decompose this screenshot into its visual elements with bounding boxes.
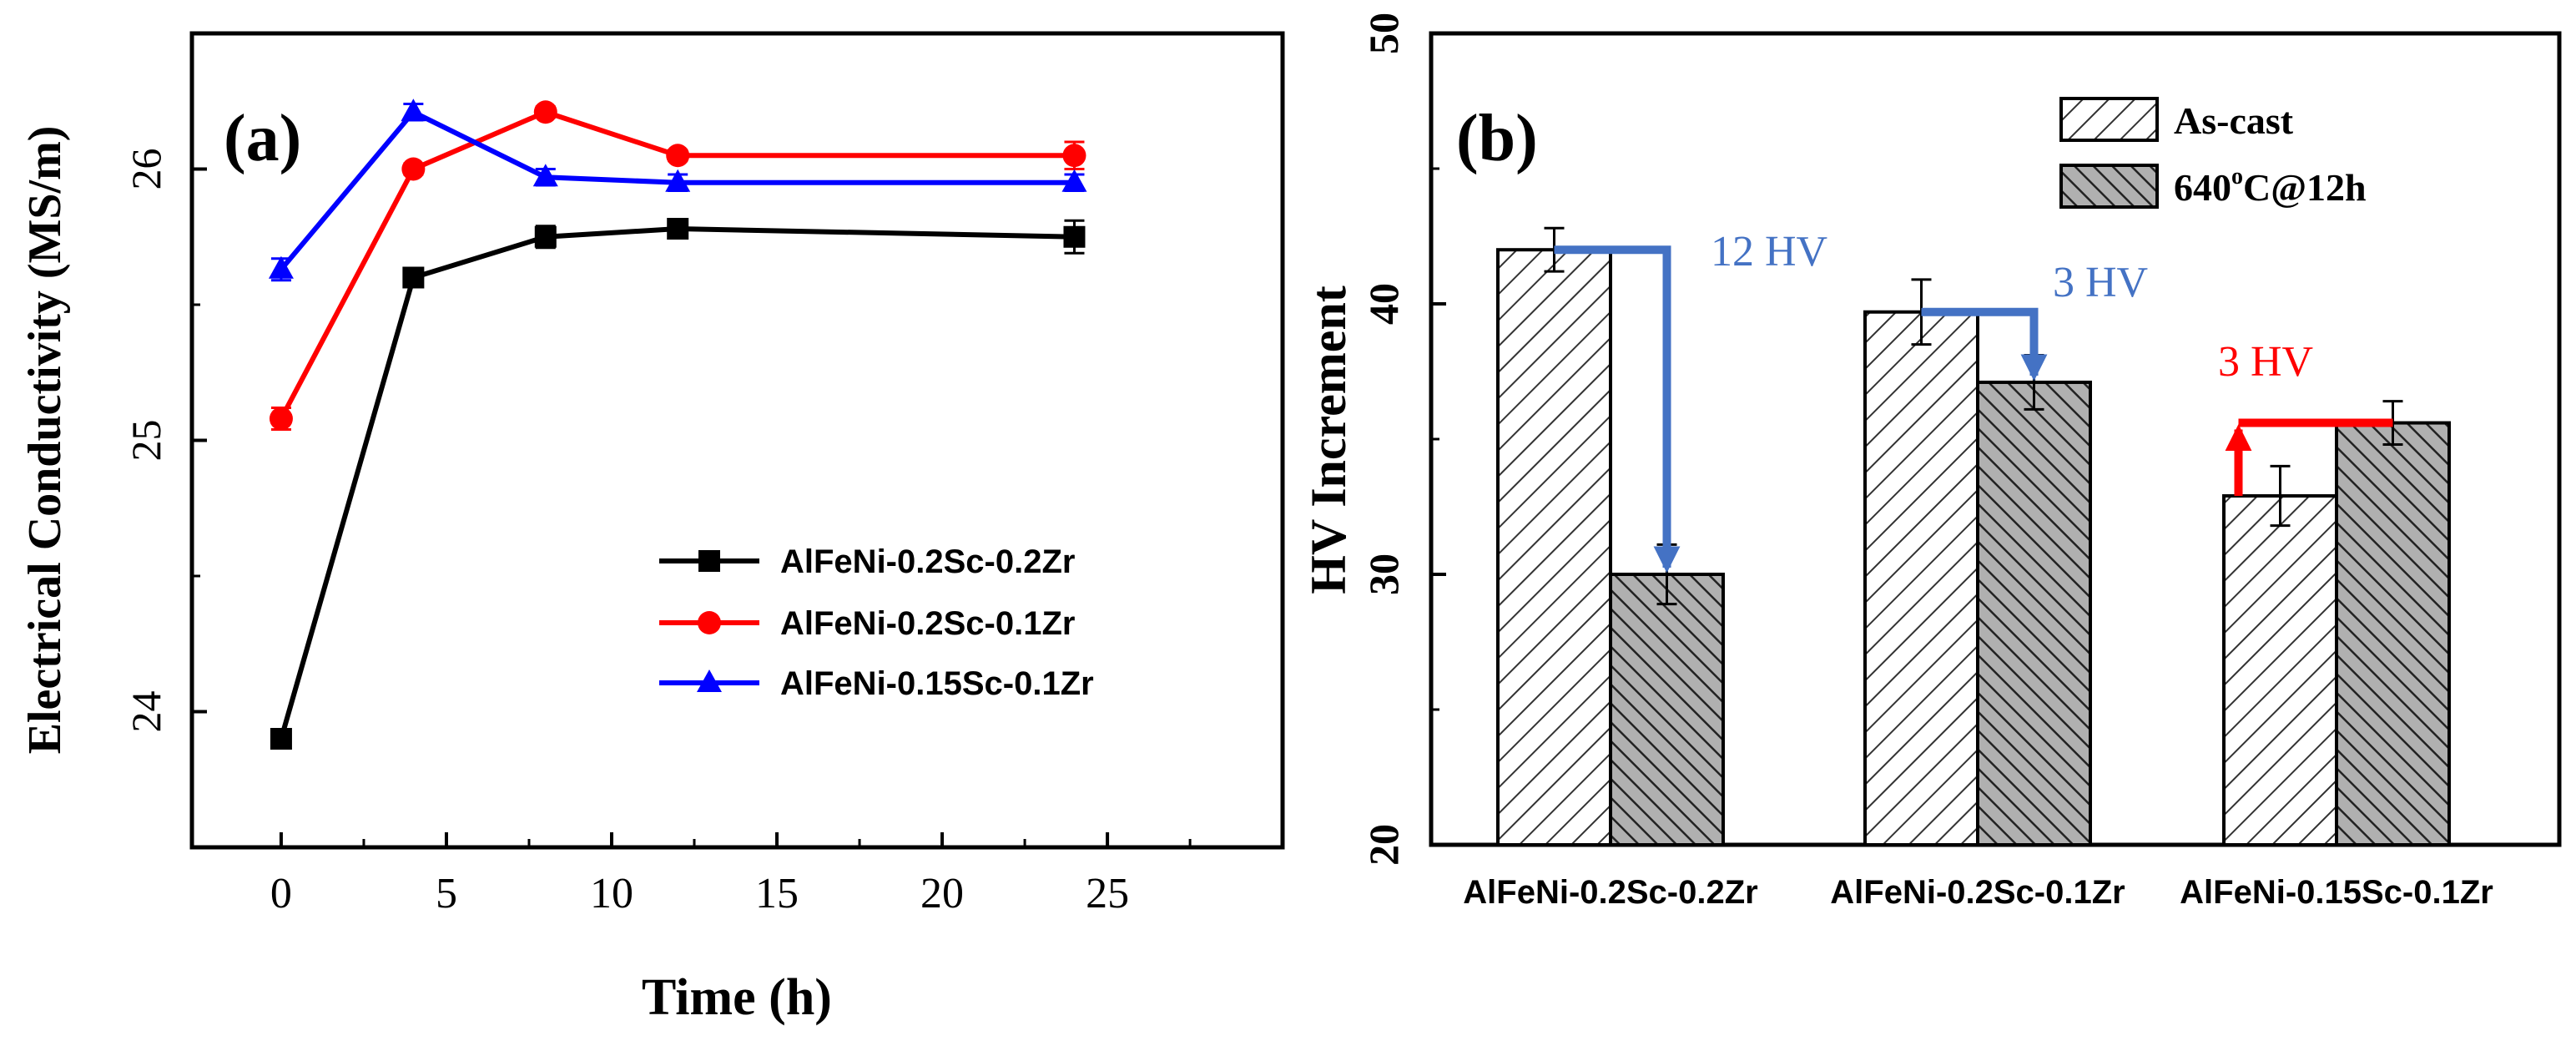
legend-marker-a — [698, 611, 721, 634]
data-point — [533, 100, 557, 124]
y-tick-label-b: 50 — [1360, 13, 1407, 54]
y-tick-label-b: 30 — [1360, 553, 1407, 595]
x-tick-label-a: 15 — [755, 870, 799, 917]
y-tick-label-b: 20 — [1360, 824, 1407, 866]
annotation-arrow — [1921, 307, 2048, 381]
data-point — [1062, 144, 1086, 168]
legend-swatch-as-cast — [2059, 97, 2159, 142]
y-tick-label-a: 24 — [123, 691, 169, 733]
data-point — [665, 169, 691, 192]
bar-640c-12h — [1609, 573, 1725, 846]
data-point — [401, 157, 426, 181]
legend-marker-a — [698, 550, 720, 572]
data-point — [269, 407, 293, 431]
legend-label-as-cast: As-cast — [2174, 99, 2294, 142]
legend-label-a: AlFeNi-0.15Sc-0.1Zr — [780, 665, 1094, 702]
data-point — [270, 728, 292, 750]
x-axis-title-a: Time (h) — [642, 969, 832, 1026]
x-tick-label-a: 10 — [590, 870, 633, 917]
series-line — [279, 225, 1075, 740]
panel-b-bar-chart: 20 30 40 50 AlFeNi-0.2Sc-0.2Zr AlFeNi-0.2Sc-0… — [1301, 13, 2562, 911]
data-point — [532, 164, 558, 187]
y-tick-label-b: 40 — [1360, 283, 1407, 325]
annotation-label: 3 HV — [2053, 259, 2148, 306]
legend-b: As-cast 640oC@12h — [2059, 97, 2367, 209]
legend-swatch-640c-12h — [2059, 164, 2159, 209]
bar-640c-12h — [2335, 421, 2451, 846]
data-point — [534, 225, 557, 248]
data-point — [667, 218, 689, 240]
bar-as-cast — [1496, 248, 1612, 846]
bar-640c-12h — [1976, 380, 2092, 846]
data-point — [1063, 225, 1086, 248]
y-axis-title-a: Electrical Conductivity (MS/m) — [19, 126, 71, 755]
x-tick-label-a: 25 — [1086, 870, 1129, 917]
panel-a-label: (a) — [224, 102, 301, 175]
bar-as-cast — [1863, 310, 1979, 847]
series-AlFeNi-0.2Sc-0.2Zr — [270, 218, 1086, 750]
x-tick-label-a: 20 — [920, 870, 964, 917]
data-point — [666, 144, 690, 168]
category-label: AlFeNi-0.15Sc-0.1Zr — [2180, 874, 2493, 911]
legend-a: AlFeNi-0.2Sc-0.2Zr AlFeNi-0.2Sc-0.1Zr AlFe… — [659, 543, 1094, 702]
legend-label-a: AlFeNi-0.2Sc-0.2Zr — [780, 543, 1075, 580]
series-AlFeNi-0.15Sc-0.1Zr — [268, 99, 1087, 282]
y-tick-label-a: 26 — [123, 149, 169, 190]
y-tick-label-a: 25 — [123, 420, 169, 462]
series-AlFeNi-0.2Sc-0.1Zr — [269, 100, 1086, 431]
data-point — [402, 266, 425, 289]
annotation-arrow — [1554, 245, 1681, 574]
data-point — [268, 255, 294, 279]
category-label: AlFeNi-0.2Sc-0.1Zr — [1830, 874, 2125, 911]
data-point — [1061, 169, 1087, 192]
panel-b-label: (b) — [1456, 102, 1538, 175]
data-point — [401, 99, 426, 122]
y-axis-title-b: HV Increment — [1301, 285, 1356, 594]
annotation-label: 3 HV — [2218, 338, 2313, 386]
x-tick-label-a: 5 — [436, 870, 457, 917]
category-label: AlFeNi-0.2Sc-0.2Zr — [1463, 874, 1757, 911]
legend-marker-a — [697, 670, 722, 692]
legend-label-640c-12h: 640oC@12h — [2174, 164, 2367, 209]
legend-label-a: AlFeNi-0.2Sc-0.1Zr — [780, 605, 1075, 642]
panel-a-line-chart: 0 5 10 15 20 25 24 25 26 (a) Time (h) Electrical… — [19, 31, 1285, 1026]
annotation-label: 12 HV — [1711, 228, 1827, 275]
x-tick-label-a: 0 — [270, 870, 292, 917]
bar-as-cast — [2222, 494, 2338, 846]
